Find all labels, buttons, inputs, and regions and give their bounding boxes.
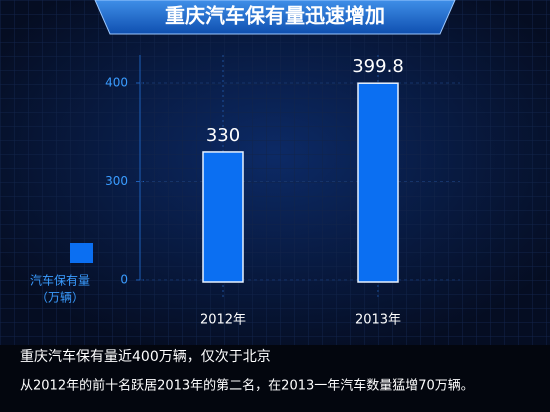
caption: 从2012年的前十名跃居2013年的第二名，在2013一年汽车数量猛增70万辆。 xyxy=(20,378,474,394)
title-banner xyxy=(94,0,456,35)
value-label: 330 xyxy=(206,125,240,146)
chart-title: 重庆汽车保有量迅速增加 xyxy=(165,4,385,28)
y-tick-label: 400 xyxy=(105,76,128,90)
y-tick-label: 0 xyxy=(120,273,128,287)
legend-label: 汽车保有量 xyxy=(30,273,90,288)
y-tick-label: 300 xyxy=(105,174,128,188)
value-label: 399.8 xyxy=(352,56,404,77)
caption: 重庆汽车保有量近400万辆，仅次于北京 xyxy=(20,348,271,365)
background-grid xyxy=(0,0,550,345)
bar xyxy=(202,151,244,283)
legend-swatch xyxy=(70,243,93,263)
x-tick-label: 2013年 xyxy=(355,313,401,328)
x-tick-label: 2012年 xyxy=(200,313,246,328)
bar xyxy=(357,82,399,283)
y-axis-unit: （万辆） xyxy=(36,291,84,305)
caption-band xyxy=(0,345,550,412)
